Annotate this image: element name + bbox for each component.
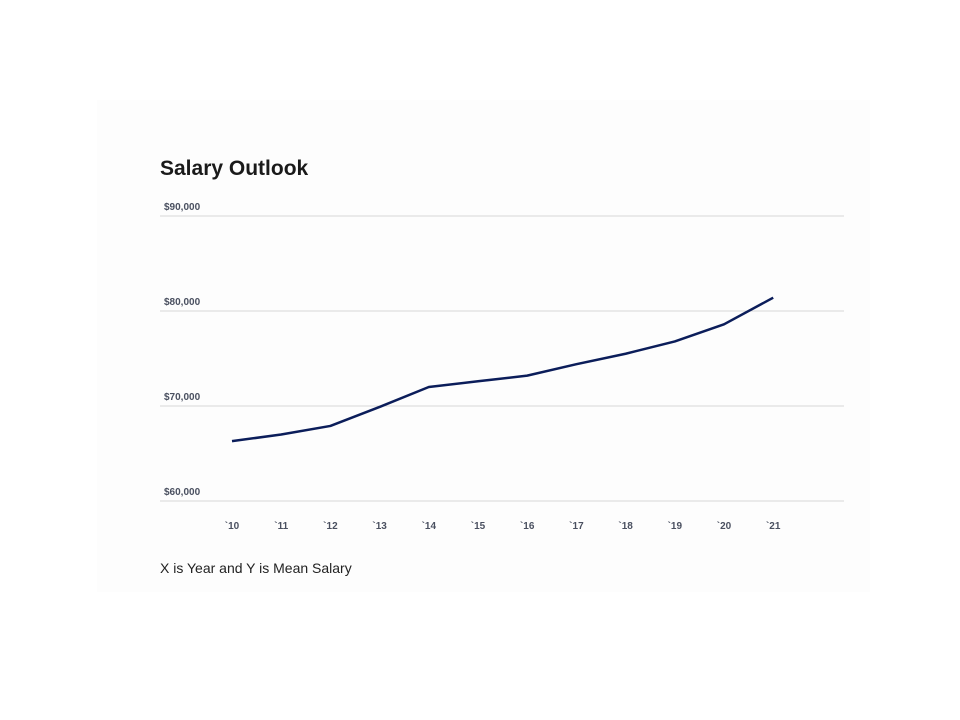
x-tick-label: `19	[668, 521, 683, 532]
x-tick-label: `15	[471, 521, 486, 532]
y-tick-label: $80,000	[164, 297, 201, 308]
y-tick-label: $90,000	[164, 202, 201, 213]
chart-title: Salary Outlook	[160, 157, 309, 180]
x-tick-label: `12	[323, 521, 338, 532]
panel	[97, 100, 870, 592]
y-tick-label: $60,000	[164, 487, 201, 498]
line	[231, 296, 774, 443]
x-tick-label: `14	[422, 521, 437, 532]
x-tick-label: `17	[569, 521, 584, 532]
x-tick-label: `18	[618, 521, 633, 532]
y-tick-label: $70,000	[164, 392, 201, 403]
caption: X is Year and Y is Mean Salary	[160, 560, 352, 576]
x-tick-label: `10	[225, 521, 240, 532]
x-tick-label: `20	[717, 521, 732, 532]
x-tick-label: `11	[274, 521, 288, 532]
x-tick-label: `16	[520, 521, 535, 532]
x-tick-label: `13	[372, 521, 387, 532]
x-tick-label: `21	[766, 521, 781, 532]
